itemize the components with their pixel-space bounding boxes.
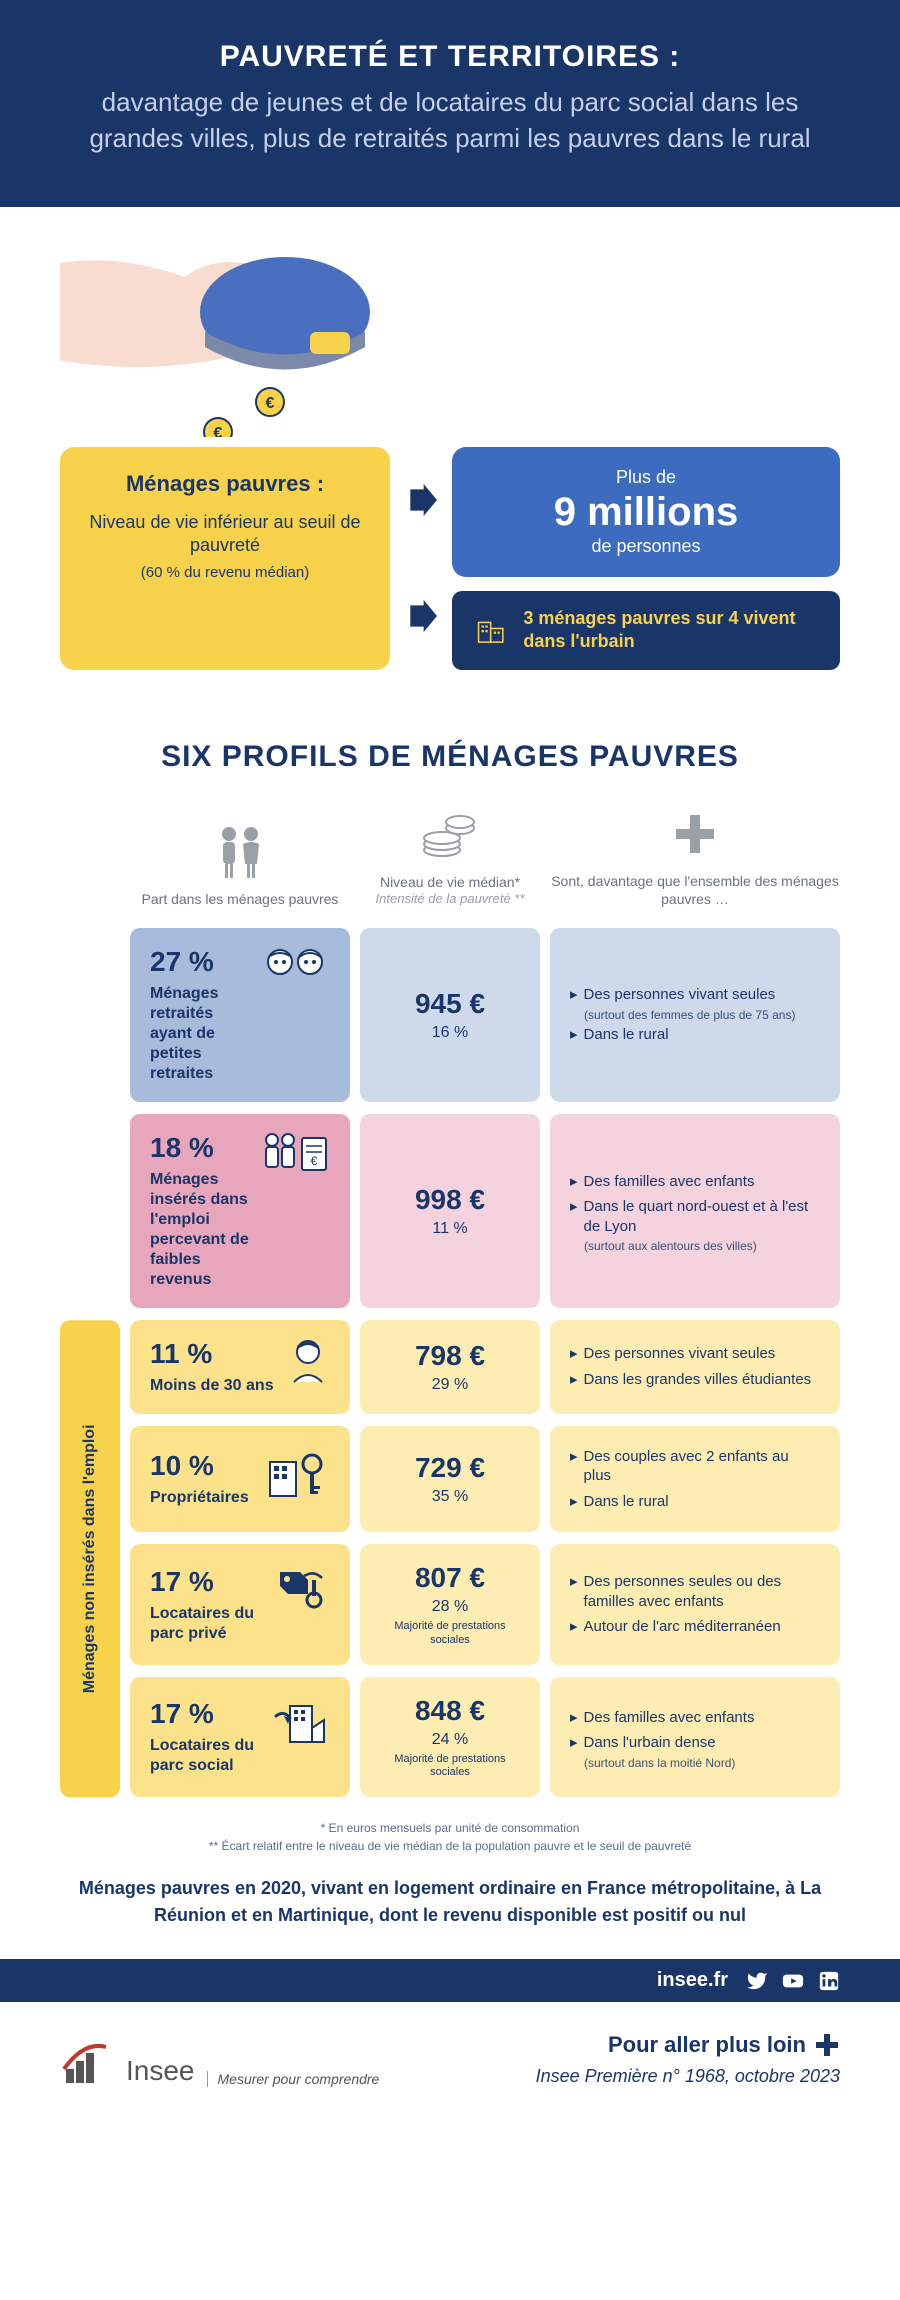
- profile-desc-card: Des couples avec 2 enfants au plus Dans …: [550, 1426, 840, 1533]
- footer-more: Pour aller plus loin Insee Première n° 1…: [536, 2032, 840, 2087]
- linkedin-icon[interactable]: [818, 1970, 840, 1992]
- urban-box: 3 ménages pauvres sur 4 vivent dans l'ur…: [452, 591, 840, 670]
- stat-post: de personnes: [476, 536, 816, 557]
- social-housing-icon: [270, 1698, 330, 1748]
- building-icon: [474, 608, 507, 652]
- arrow-right-icon: [405, 600, 437, 632]
- svg-text:€: €: [266, 395, 275, 412]
- profile-group-unemployed: Ménages non insérés dans l'emploi 11 % M…: [60, 1320, 840, 1797]
- definition-box: Ménages pauvres : Niveau de vie inférieu…: [60, 447, 390, 670]
- keys-tag-icon: [274, 1566, 330, 1616]
- profile-income-card: 729 € 35 %: [360, 1426, 540, 1533]
- section-title: SIX PROFILS DE MÉNAGES PAUVRES: [0, 740, 900, 774]
- scope-note: Ménages pauvres en 2020, vivant en logem…: [0, 1875, 900, 1959]
- profile-desc-card: Des personnes seules ou des familles ave…: [550, 1544, 840, 1664]
- coins-icon: [422, 810, 478, 860]
- profile-row-employed: 18 % Ménages insérés dans l'emploi perce…: [60, 1114, 840, 1308]
- profile-row-owners: 10 % Propriétaires: [130, 1426, 840, 1533]
- elderly-icon: [260, 946, 330, 992]
- svg-text:€: €: [214, 425, 223, 437]
- profile-income-card: 998 € 11 %: [360, 1114, 540, 1308]
- definition-line2: (60 % du revenu médian): [88, 564, 362, 581]
- insee-logo-icon: [60, 2033, 114, 2087]
- profile-income-card: 798 € 29 %: [360, 1320, 540, 1414]
- profile-share-card: 17 % Locataires du parc social: [130, 1677, 350, 1797]
- footnotes: * En euros mensuels par unité de consomm…: [0, 1809, 900, 1875]
- profile-income-card: 848 € 24 % Majorité de prestations socia…: [360, 1677, 540, 1797]
- family-invoice-icon: €: [260, 1132, 330, 1182]
- profile-share-card: 27 % Ménages retraités ayant de petites …: [130, 928, 350, 1102]
- urban-text: 3 ménages pauvres sur 4 vivent dans l'ur…: [523, 607, 818, 654]
- people-icon: [215, 824, 265, 880]
- insee-logo: Insee Mesurer pour comprendre: [60, 2033, 379, 2087]
- footer-bar: insee.fr: [0, 1959, 900, 2002]
- footer-bottom: Insee Mesurer pour comprendre Pour aller…: [0, 2002, 900, 2137]
- header-banner: PAUVRETÉ ET TERRITOIRES : davantage de j…: [0, 0, 900, 207]
- col-header-share: Part dans les ménages pauvres: [130, 822, 350, 908]
- profile-desc-card: Des familles avec enfants Dans l'urbain …: [550, 1677, 840, 1797]
- svg-text:€: €: [311, 1154, 318, 1168]
- header-title: PAUVRETÉ ET TERRITOIRES :: [60, 40, 840, 74]
- building-key-icon: [266, 1450, 330, 1500]
- plus-icon: [814, 2032, 840, 2058]
- profile-share-card: 18 % Ménages insérés dans l'emploi perce…: [130, 1114, 350, 1308]
- profiles-grid: 27 % Ménages retraités ayant de petites …: [0, 928, 900, 1797]
- col-header-desc: Sont, davantage que l'ensemble des ménag…: [550, 804, 840, 908]
- profile-share-card: 17 % Locataires du parc privé: [130, 1544, 350, 1664]
- profile-row-retired: 27 % Ménages retraités ayant de petites …: [60, 928, 840, 1102]
- profile-desc-card: Des familles avec enfants Dans le quart …: [550, 1114, 840, 1308]
- profile-income-card: 807 € 28 % Majorité de prestations socia…: [360, 1544, 540, 1664]
- definition-line1: Niveau de vie inférieur au seuil de pauv…: [88, 511, 362, 558]
- profile-row-under30: 11 % Moins de 30 ans 798 € 29: [130, 1320, 840, 1414]
- hero-illustration: € €: [0, 207, 900, 447]
- stat-pre: Plus de: [476, 467, 816, 488]
- young-person-icon: [286, 1338, 330, 1388]
- column-headers: Part dans les ménages pauvres Niveau de …: [0, 804, 900, 928]
- profile-income-card: 945 € 16 %: [360, 928, 540, 1102]
- header-subtitle: davantage de jeunes et de locataires du …: [60, 84, 840, 157]
- profile-desc-card: Des personnes vivant seules (surtout des…: [550, 928, 840, 1102]
- col-header-income: Niveau de vie médian* Intensité de la pa…: [360, 805, 540, 908]
- youtube-icon[interactable]: [782, 1970, 804, 1992]
- plus-icon: [670, 809, 720, 859]
- arrow-column: [405, 447, 437, 670]
- wallet-icon: € €: [60, 237, 840, 437]
- profile-desc-card: Des personnes vivant seules Dans les gra…: [550, 1320, 840, 1414]
- definition-row: Ménages pauvres : Niveau de vie inférieu…: [0, 447, 900, 710]
- definition-title: Ménages pauvres :: [88, 471, 362, 497]
- stat-value: 9 millions: [476, 492, 816, 532]
- twitter-icon[interactable]: [746, 1970, 768, 1992]
- profile-row-social-renters: 17 % Locataires du parc social: [130, 1677, 840, 1797]
- profile-share-card: 10 % Propriétaires: [130, 1426, 350, 1533]
- stat-box: Plus de 9 millions de personnes: [452, 447, 840, 577]
- group-label: Ménages non insérés dans l'emploi: [60, 1320, 120, 1797]
- arrow-right-icon: [405, 484, 437, 516]
- profile-row-private-renters: 17 % Locataires du parc privé: [130, 1544, 840, 1664]
- profile-share-card: 11 % Moins de 30 ans: [130, 1320, 350, 1414]
- footer-site[interactable]: insee.fr: [657, 1969, 728, 1992]
